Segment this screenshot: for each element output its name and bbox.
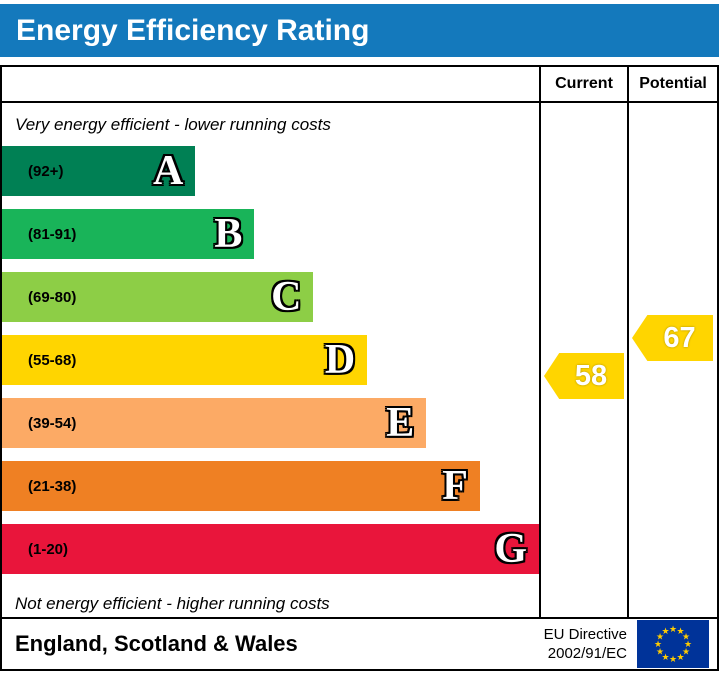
band-row-d: (55-68) D [2, 335, 539, 385]
band-bar-a: (92+) A [2, 146, 196, 196]
band-row-g: (1-20) G [2, 524, 539, 574]
svg-text:★: ★ [684, 639, 692, 649]
eu-flag-icon: ★ ★ ★ ★ ★ ★ ★ ★ ★ ★ ★ ★ [637, 620, 709, 668]
band-row-a: (92+) A [2, 146, 539, 196]
potential-rating-column: 67 [627, 103, 717, 617]
footer-bar: England, Scotland & Wales EU Directive 2… [2, 617, 717, 669]
band-row-c: (69-80) C [2, 272, 539, 322]
band-row-b: (81-91) B [2, 209, 539, 259]
band-bar-b: (81-91) B [2, 209, 255, 259]
band-bar-g: (1-20) G [2, 524, 539, 574]
band-letter: G [494, 526, 527, 572]
column-header-current: Current [539, 67, 627, 101]
band-range-label: (39-54) [28, 414, 77, 432]
band-row-f: (21-38) F [2, 461, 539, 511]
band-letter: B [214, 211, 243, 257]
band-letter: A [152, 148, 184, 194]
eu-directive-text: EU Directive 2002/91/EC [544, 625, 627, 664]
svg-text:★: ★ [682, 632, 690, 642]
svg-text:★: ★ [676, 626, 684, 636]
band-range-label: (81-91) [28, 225, 77, 243]
title-banner: Energy Efficiency Rating [0, 4, 719, 57]
column-header-potential: Potential [627, 67, 717, 101]
svg-text:★: ★ [676, 652, 684, 662]
header-spacer [2, 67, 539, 101]
bottom-note: Not energy efficient - higher running co… [15, 594, 330, 613]
band-row-e: (39-54) E [2, 398, 539, 448]
current-rating-arrow: 58 [544, 353, 624, 399]
svg-text:★: ★ [656, 632, 664, 642]
table-body: Very energy efficient - lower running co… [2, 103, 717, 617]
eu-directive-line1: EU Directive [543, 625, 627, 643]
eu-flag-svg: ★ ★★★★★★★★★★★ [637, 620, 709, 668]
svg-text:★: ★ [654, 639, 662, 649]
svg-text:★: ★ [669, 654, 677, 664]
top-note: Very energy efficient - lower running co… [15, 115, 331, 134]
band-range-label: (69-80) [28, 288, 77, 306]
svg-text:★: ★ [656, 647, 664, 657]
band-letter: D [324, 337, 356, 383]
potential-rating-arrow: 67 [632, 315, 713, 361]
table-header-row: Current Potential [2, 67, 717, 103]
band-range-label: (92+) [28, 162, 64, 180]
band-letter: E [386, 400, 415, 446]
band-bar-e: (39-54) E [2, 398, 427, 448]
svg-text:★: ★ [669, 624, 677, 634]
band-letter: C [271, 274, 302, 320]
rating-chart: Current Potential Very energy efficient … [0, 65, 719, 671]
band-bar-f: (21-38) F [2, 461, 480, 511]
svg-text:★: ★ [661, 652, 669, 662]
eu-directive-line2: 2002/91/EC [547, 645, 627, 662]
band-range-label: (21-38) [28, 477, 77, 495]
bands-column: Very energy efficient - lower running co… [2, 103, 539, 617]
band-range-label: (55-68) [28, 351, 77, 369]
region-label: England, Scotland & Wales [15, 631, 298, 656]
band-bar-d: (55-68) D [2, 335, 368, 385]
svg-text:★: ★ [661, 626, 669, 636]
current-rating-column: 58 [539, 103, 627, 617]
band-bar-c: (69-80) C [2, 272, 314, 322]
page-title: Energy Efficiency Rating [16, 13, 370, 47]
band-letter: F [442, 463, 468, 509]
band-range-label: (1-20) [28, 540, 69, 558]
svg-text:★: ★ [682, 647, 690, 657]
